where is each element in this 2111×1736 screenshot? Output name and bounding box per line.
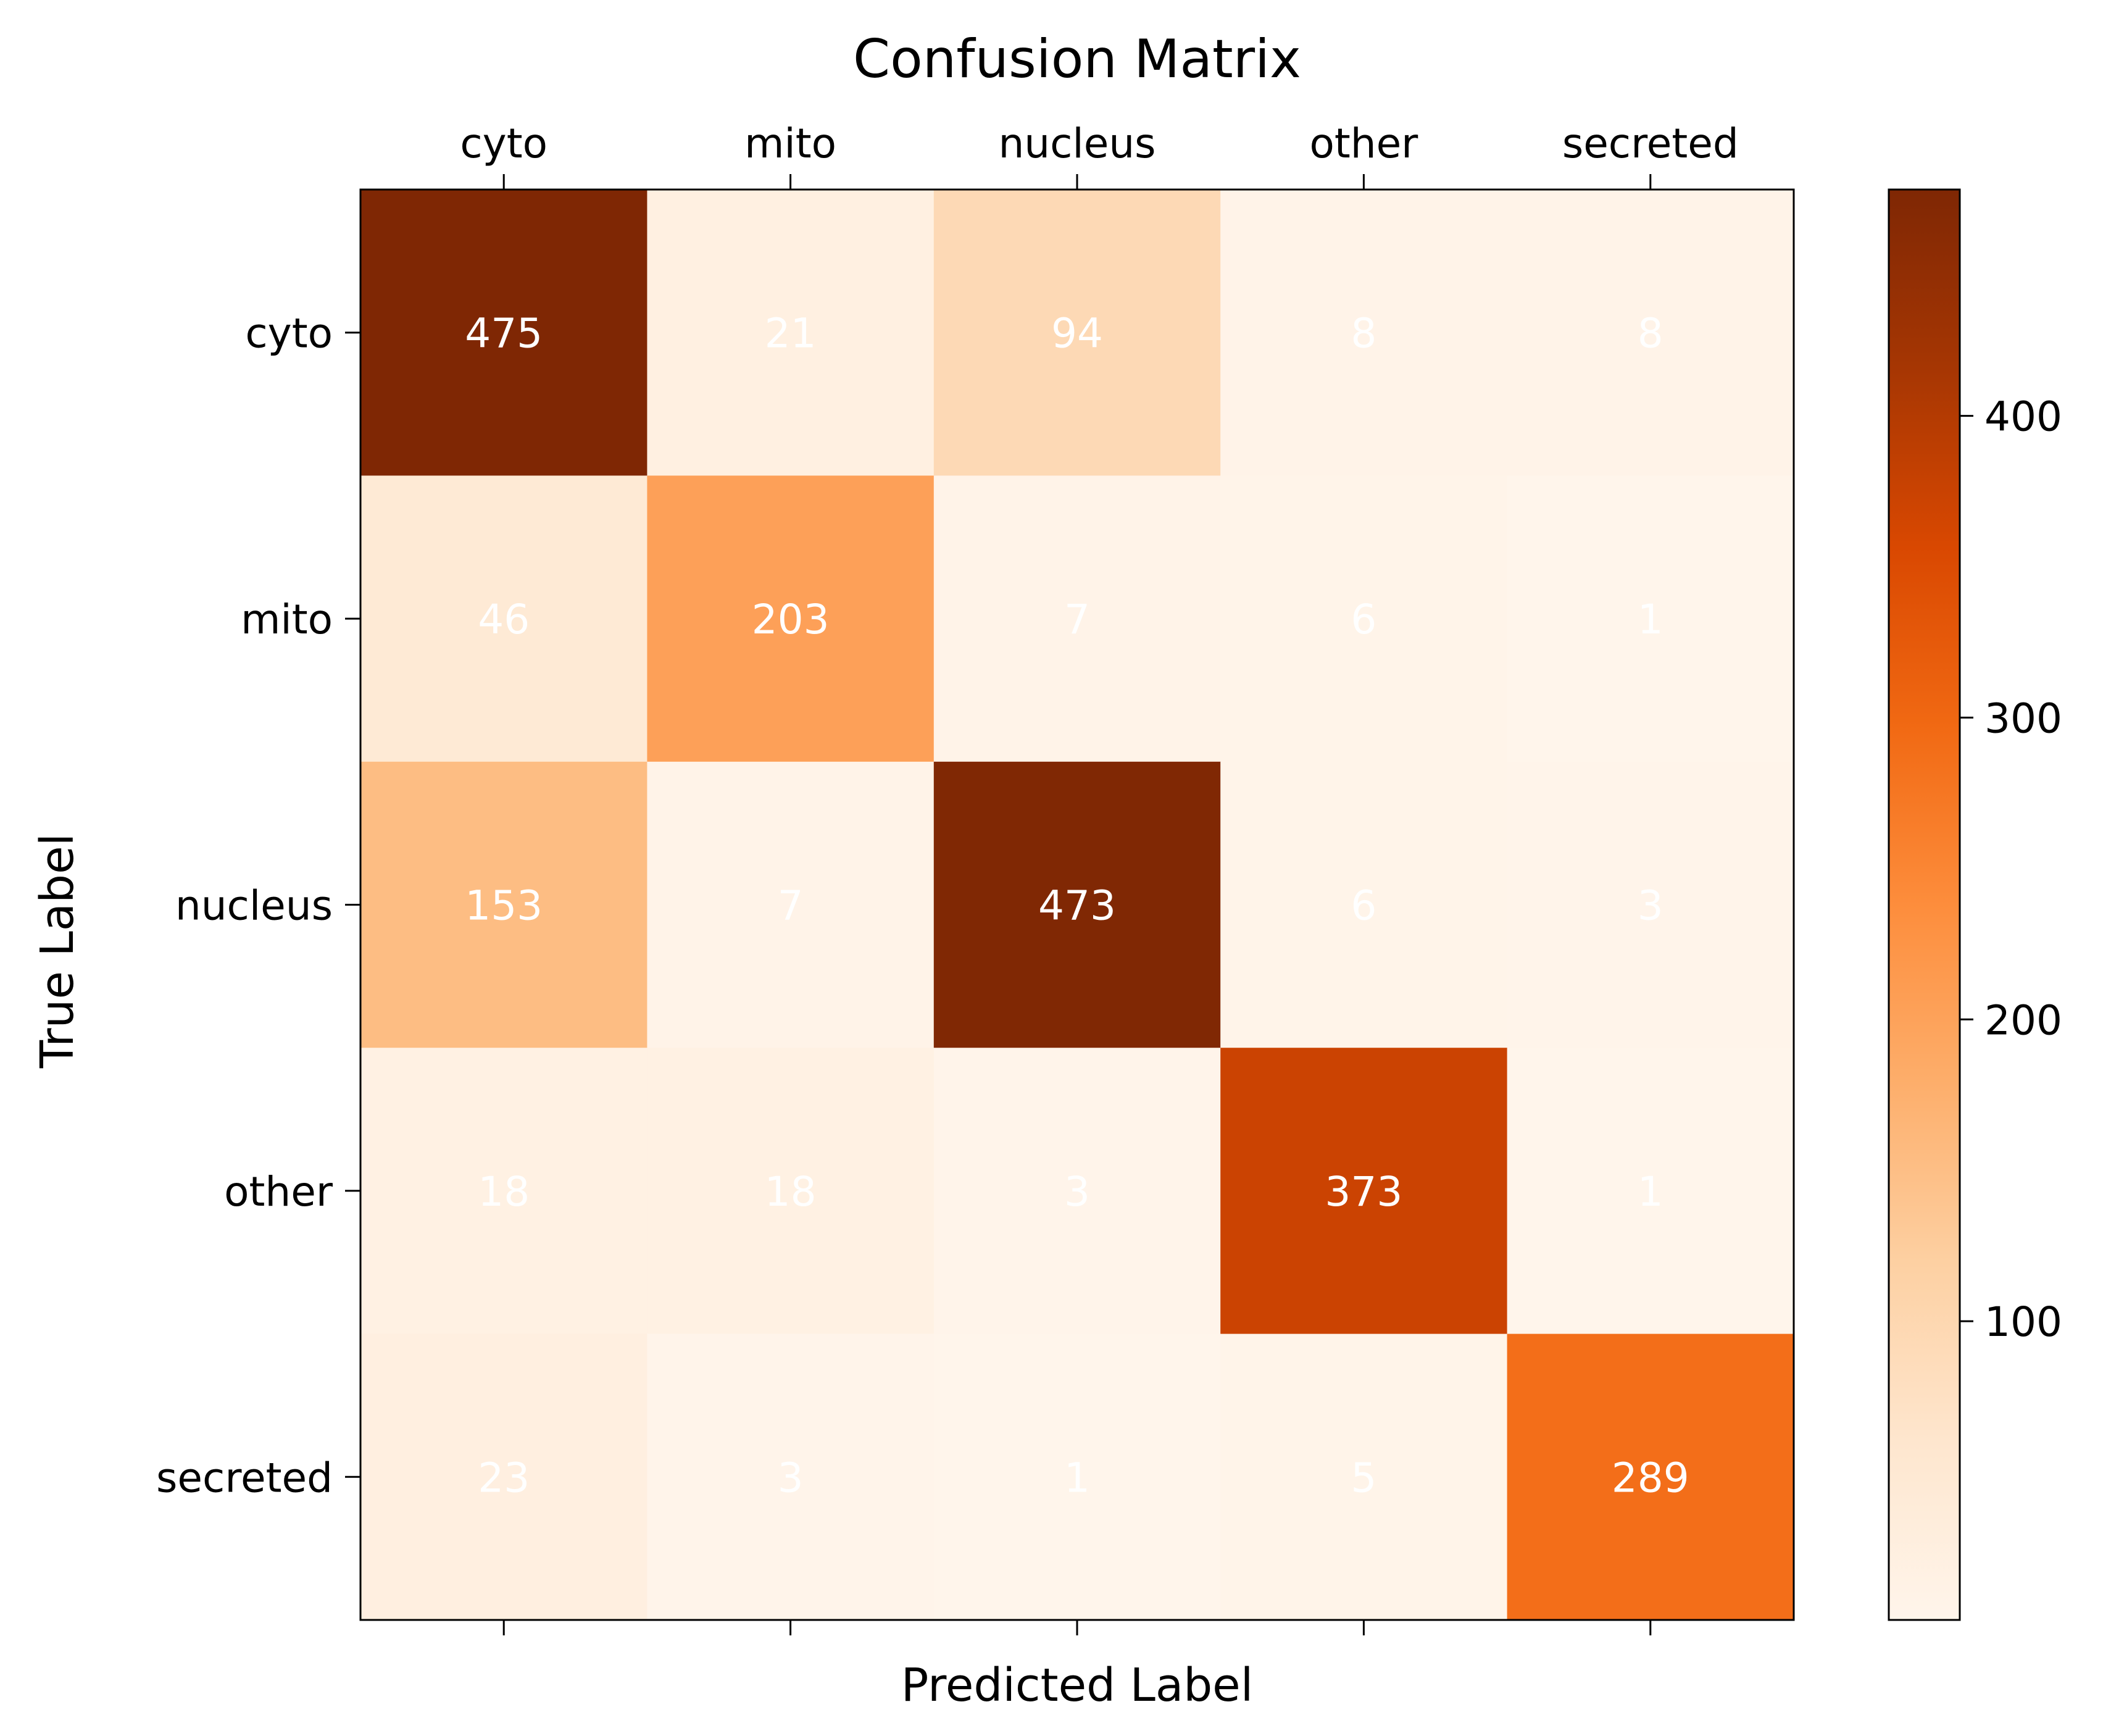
cell-value-label: 3	[1638, 882, 1663, 930]
heatmap-cell-secreted-mito	[647, 1333, 935, 1621]
y-tick-label: secreted	[156, 1454, 333, 1501]
heatmap-cell-other-mito	[647, 1048, 935, 1335]
heatmap-cell-secreted-secreted	[1507, 1333, 1794, 1621]
heatmap-cell-secreted-other	[1220, 1333, 1508, 1621]
cell-value-label: 1	[1638, 1168, 1663, 1216]
heatmap-cell-other-secreted	[1507, 1048, 1794, 1335]
heatmap-cell-mito-nucleus	[933, 475, 1221, 762]
heatmap-cell-mito-mito	[647, 475, 935, 762]
cell-value-label: 289	[1612, 1454, 1689, 1501]
colorbar-tick-label: 200	[1984, 996, 2062, 1044]
cell-value-label: 6	[1351, 596, 1376, 643]
colorbar-ticks: 100 200 300 400	[1960, 393, 2062, 1346]
heatmap-cell-cyto-other	[1220, 190, 1508, 476]
heatmap-cell-cyto-secreted	[1507, 190, 1794, 476]
cell-value-label: 3	[1064, 1168, 1090, 1216]
x-tick-label: nucleus	[998, 120, 1155, 167]
cell-value-label: 94	[1051, 310, 1103, 357]
cell-value-label: 23	[478, 1454, 530, 1501]
y-tick-label: other	[224, 1168, 333, 1216]
colorbar	[1888, 188, 1961, 1621]
cell-value-label: 373	[1325, 1168, 1402, 1216]
heatmap-cell-nucleus-mito	[647, 761, 935, 1048]
heatmap-cell-mito-other	[1220, 475, 1508, 762]
cell-value-label: 18	[765, 1168, 817, 1216]
y-axis-ticks: cyto mito nucleus other secreted	[156, 310, 360, 1501]
heatmap-cell-other-cyto	[360, 1048, 647, 1335]
heatmap-cell-labels: 475 21 94 8 8 46 203 7 6 1 153 7 473 6 3 18 18 3 373 1 23 3 1 5…	[465, 310, 1689, 1502]
heatmap-cell-nucleus-cyto	[360, 761, 647, 1048]
cell-value-label: 3	[778, 1454, 804, 1501]
cell-value-label: 203	[752, 596, 830, 643]
heatmap-cell-other-other	[1220, 1048, 1508, 1335]
heatmap-cell-mito-cyto	[360, 475, 647, 762]
cell-value-label: 46	[478, 596, 530, 643]
cell-value-label: 7	[1064, 596, 1090, 643]
cell-value-label: 473	[1038, 882, 1116, 930]
heatmap-cells	[360, 190, 1794, 1621]
y-tick-label: mito	[241, 596, 333, 643]
heatmap-cell-mito-secreted	[1507, 475, 1794, 762]
y-tick-label: nucleus	[175, 882, 333, 930]
heatmap-cell-secreted-nucleus	[933, 1333, 1221, 1621]
x-tick-label: cyto	[460, 120, 548, 167]
x-axis-label: Predicted Label	[901, 1659, 1254, 1712]
cell-value-label: 7	[778, 882, 804, 930]
heatmap-cell-nucleus-nucleus	[933, 761, 1221, 1048]
cell-value-label: 153	[465, 882, 543, 930]
cell-value-label: 1	[1064, 1454, 1090, 1501]
cell-value-label: 18	[478, 1168, 530, 1216]
heatmap-cell-nucleus-secreted	[1507, 761, 1794, 1048]
y-tick-label: cyto	[245, 310, 333, 357]
colorbar-tick-label: 100	[1984, 1298, 2062, 1346]
x-tick-label: secreted	[1562, 120, 1739, 167]
colorbar-tick-label: 300	[1984, 695, 2062, 742]
heatmap-cell-secreted-cyto	[360, 1333, 647, 1621]
cell-value-label: 1	[1638, 596, 1663, 643]
x-tick-label: mito	[744, 120, 836, 167]
heatmap-cell-cyto-cyto	[360, 190, 647, 476]
x-axis-ticks: cyto mito nucleus other secreted	[460, 120, 1739, 1635]
heatmap-cell-nucleus-other	[1220, 761, 1508, 1048]
cell-value-label: 6	[1351, 882, 1376, 930]
cell-value-label: 475	[465, 310, 543, 357]
heatmap-cell-cyto-mito	[647, 190, 935, 476]
heatmap-cell-other-nucleus	[933, 1048, 1221, 1335]
cell-value-label: 21	[765, 310, 817, 357]
colorbar-tick-label: 400	[1984, 393, 2062, 441]
cell-value-label: 8	[1638, 310, 1663, 357]
y-axis-label: True Label	[31, 833, 84, 1069]
x-tick-label: other	[1309, 120, 1418, 167]
cell-value-label: 5	[1351, 1454, 1376, 1501]
chart-title: Confusion Matrix	[853, 28, 1301, 90]
heatmap-cell-cyto-nucleus	[933, 190, 1221, 476]
cell-value-label: 8	[1351, 310, 1376, 357]
